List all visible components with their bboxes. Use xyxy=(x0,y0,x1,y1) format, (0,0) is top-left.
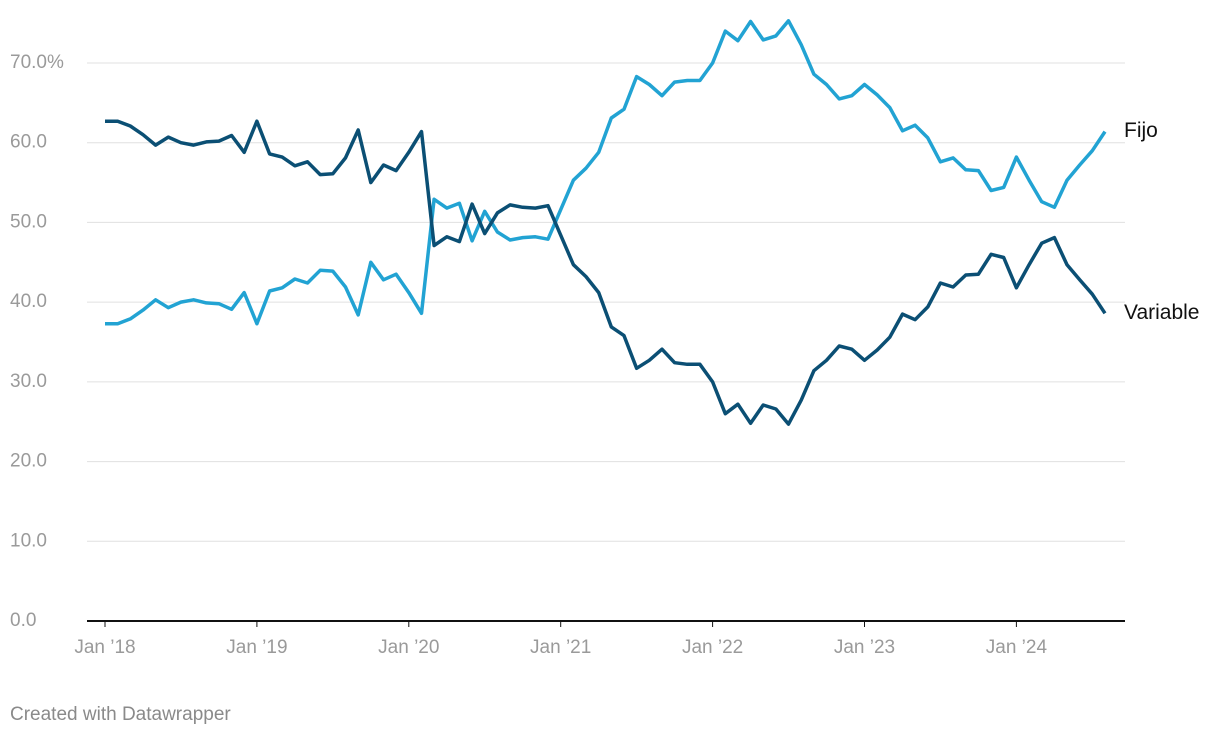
series-line xyxy=(105,119,1107,426)
x-tick-label: Jan ’23 xyxy=(834,637,895,658)
x-tick-label: Jan ’20 xyxy=(378,637,439,658)
y-tick-label: 0.0 xyxy=(10,610,36,631)
x-tick-label: Jan ’21 xyxy=(530,637,591,658)
x-tick-label: Jan ’18 xyxy=(74,637,135,658)
y-tick-label: 70.0% xyxy=(10,52,64,73)
x-tick-label: Jan ’24 xyxy=(986,637,1048,658)
y-tick-label: 20.0 xyxy=(10,451,47,472)
series-label: Fijo xyxy=(1124,119,1158,142)
series-line xyxy=(105,19,1107,326)
x-tick-label: Jan ’22 xyxy=(682,637,743,658)
y-tick-label: 10.0 xyxy=(10,530,47,551)
series-label: Variable xyxy=(1124,301,1200,324)
y-tick-label: 50.0 xyxy=(10,211,47,232)
y-tick-label: 40.0 xyxy=(10,291,47,312)
footer: Created with Datawrapper xyxy=(10,704,231,725)
y-tick-label: 30.0 xyxy=(10,371,47,392)
x-tick-label: Jan ’19 xyxy=(226,637,287,658)
y-tick-label: 60.0 xyxy=(10,132,47,153)
